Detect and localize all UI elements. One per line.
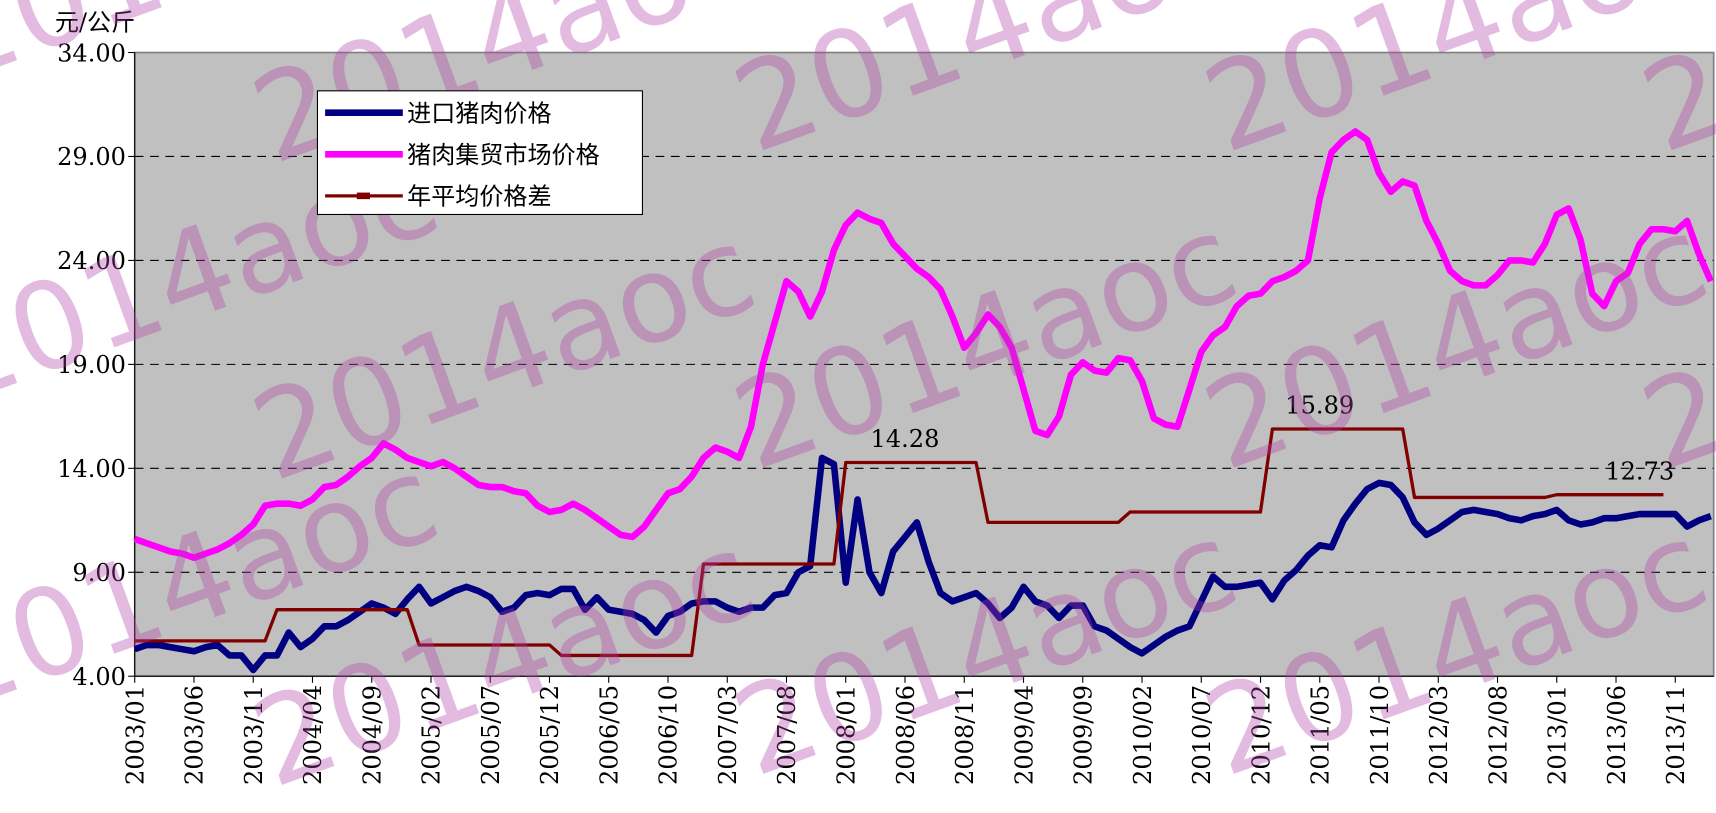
x-tick-label: 2006/05 — [595, 685, 623, 785]
x-tick-label: 2012/08 — [1484, 685, 1512, 785]
x-tick-label: 2013/01 — [1544, 685, 1572, 785]
x-tick-label: 2009/04 — [1010, 685, 1038, 785]
x-tick-label: 2013/06 — [1603, 685, 1631, 785]
x-tick-label: 2013/11 — [1662, 685, 1690, 785]
x-tick-label: 2008/11 — [951, 685, 979, 785]
x-tick-label: 2005/02 — [418, 685, 446, 785]
y-tick-label: 4.00 — [72, 663, 126, 691]
y-tick-label: 34.00 — [57, 39, 126, 67]
x-tick-label: 2012/03 — [1425, 685, 1453, 785]
x-tick-label: 2011/05 — [1307, 685, 1335, 785]
data-label: 15.89 — [1285, 392, 1354, 420]
x-tick-label: 2008/01 — [832, 685, 860, 785]
legend-label: 年平均价格差 — [407, 183, 551, 211]
x-tick-label: 2003/11 — [240, 685, 268, 785]
y-tick-label: 9.00 — [72, 559, 126, 587]
x-tick-label: 2010/07 — [1188, 685, 1216, 785]
legend-marker — [356, 192, 370, 200]
x-tick-label: 2006/10 — [655, 685, 683, 785]
x-tick-label: 2005/12 — [536, 685, 564, 785]
x-tick-label: 2010/02 — [1129, 685, 1157, 785]
x-tick-label: 2010/12 — [1247, 685, 1275, 785]
x-tick-label: 2005/07 — [477, 685, 505, 785]
series-line — [134, 427, 1664, 658]
x-tick-label: 2003/06 — [181, 685, 209, 785]
data-label: 12.73 — [1605, 457, 1674, 485]
x-tick-label: 2004/04 — [299, 685, 327, 785]
x-tick-label: 2009/09 — [1070, 685, 1098, 785]
x-tick-label: 2003/01 — [121, 685, 149, 785]
y-tick-label: 24.00 — [57, 247, 126, 275]
x-tick-label: 2007/03 — [714, 685, 742, 785]
y-tick-label: 29.00 — [57, 143, 126, 171]
x-tick-label: 2007/08 — [773, 685, 801, 785]
x-tick-label: 2008/06 — [892, 685, 920, 785]
x-tick-label: 2004/09 — [358, 685, 386, 785]
series-line — [133, 128, 1714, 562]
y-tick-label: 19.00 — [57, 351, 126, 379]
data-label: 14.28 — [871, 425, 940, 453]
legend-label: 猪肉集贸市场价格 — [407, 141, 600, 169]
legend-label: 进口猪肉价格 — [407, 99, 551, 127]
x-tick-label: 2011/10 — [1366, 685, 1394, 785]
y-tick-label: 14.00 — [57, 455, 126, 483]
y-axis-label: 元/公斤 — [55, 9, 135, 37]
series-line — [133, 454, 1712, 674]
